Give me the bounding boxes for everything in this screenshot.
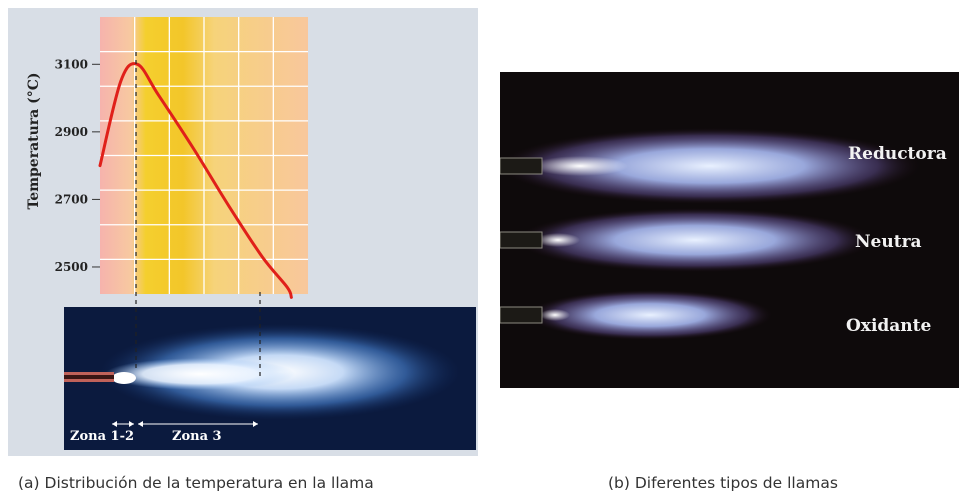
- temperature-curve: [98, 62, 293, 299]
- torch-nozzle-inner: [64, 375, 114, 379]
- y-tick-label: 3100: [55, 57, 88, 71]
- flame-label-neutra: Neutra: [855, 232, 922, 252]
- y-tick-label: 2500: [55, 260, 88, 274]
- y-axis-label: Temperatura (°C): [26, 72, 42, 209]
- reducing-flame-cone: [532, 156, 628, 176]
- zone-1-2-arrowheads: [112, 421, 134, 427]
- reducing-flame: [500, 128, 920, 204]
- torch-3: [500, 306, 543, 324]
- y-tick-label: 2700: [55, 192, 88, 206]
- zone-3-label: Zona 3: [172, 429, 222, 444]
- torch-1: [500, 157, 543, 175]
- flame-tip: [112, 372, 136, 384]
- flame-label-reductora: Reductora: [848, 144, 947, 164]
- flame-core: [105, 358, 295, 390]
- oxidizing-flame-cone: [540, 309, 570, 321]
- zone-1-2-label: Zona 1-2: [70, 429, 134, 444]
- neutral-flame-cone: [536, 233, 580, 247]
- caption-b: (b) Diferentes tipos de llamas: [608, 474, 838, 492]
- torch-2: [500, 231, 543, 249]
- temperature-distribution-panel: 2500 2700 2900 3100 Temperatura (°C) Zona 1…: [8, 8, 478, 456]
- neutral-flame: [517, 208, 873, 272]
- caption-a: (a) Distribución de la temperatura en la…: [18, 474, 374, 492]
- flame-types-panel: Reductora Neutra Oxidante: [500, 72, 959, 388]
- y-tick-label: 2900: [55, 125, 88, 139]
- flame-label-oxidante: Oxidante: [846, 316, 932, 336]
- oxidizing-flame: [528, 290, 772, 340]
- y-axis: 2500 2700 2900 3100: [55, 57, 100, 274]
- grid: [100, 17, 308, 294]
